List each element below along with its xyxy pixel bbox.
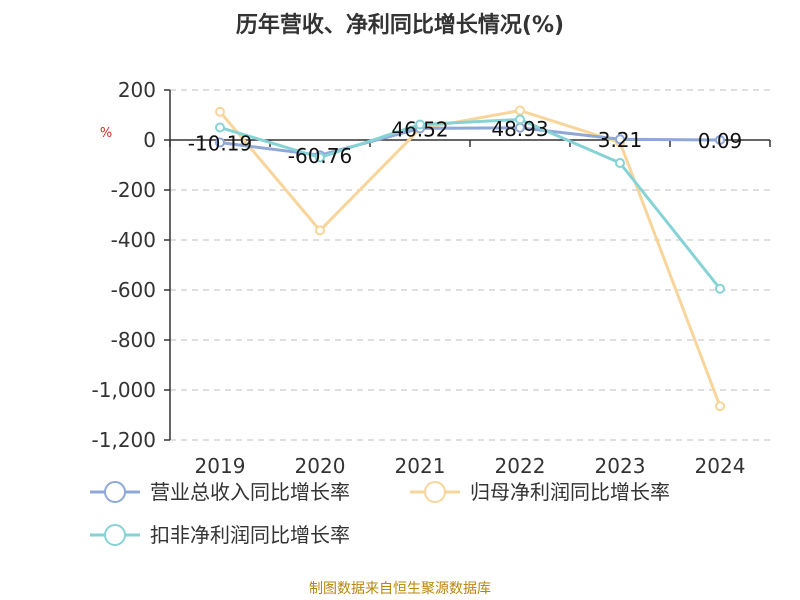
y-tick-label: -600: [111, 278, 156, 302]
legend-label: 营业总收入同比增长率: [150, 480, 350, 504]
legend-item[interactable]: 扣非净利润同比增长率: [90, 523, 350, 547]
y-tick-label: -800: [111, 328, 156, 352]
data-label: -10.19: [188, 132, 252, 156]
x-tick-labels: 2019 2020 2021 2022 2023 2024: [195, 454, 746, 478]
y-tick-label: -200: [111, 178, 156, 202]
data-point: [215, 137, 225, 148]
y-tick-label: 200: [118, 78, 156, 102]
data-label: 48.93: [491, 117, 548, 141]
data-point: [315, 225, 325, 236]
data-label: -60.76: [288, 144, 352, 168]
series-path: [219, 118, 722, 290]
y-tick-label: -1,000: [92, 378, 156, 402]
data-point: [715, 401, 725, 412]
chart-title: 历年营收、净利同比增长情况(%): [236, 12, 564, 38]
legend-marker: [104, 481, 126, 503]
legend-item[interactable]: 归母净利润同比增长率: [410, 480, 670, 504]
x-tick-label: 2023: [595, 454, 646, 478]
source-note: 制图数据来自恒生聚源数据库: [309, 581, 491, 597]
y-tick-label: 0: [143, 128, 156, 152]
data-label: 46.52: [391, 117, 448, 141]
y-tick-label: -400: [111, 228, 156, 252]
legend-marker: [104, 524, 126, 546]
x-tick-label: 2020: [295, 454, 346, 478]
series-line: [215, 114, 725, 294]
data-point: [615, 134, 625, 145]
data-point: [715, 283, 725, 294]
x-tick-label: 2019: [195, 454, 246, 478]
data-point: [715, 134, 725, 145]
x-tick-label: 2021: [395, 454, 446, 478]
y-tick-labels: 200 0 -200 -400 -600 -800 -1,000 -1,200: [92, 78, 156, 452]
data-labels: -10.19 -60.76 46.52 48.93 3.21 0.09: [188, 117, 743, 168]
series-lines: [215, 105, 725, 412]
data-point: [615, 158, 625, 168]
y-axis-unit: %: [100, 126, 112, 141]
gridlines: [170, 89, 770, 441]
x-tick-label: 2022: [495, 454, 546, 478]
data-label: 3.21: [598, 128, 643, 152]
data-point: [315, 152, 325, 163]
x-tick-label: 2024: [695, 454, 746, 478]
data-label: 0.09: [698, 129, 743, 153]
data-point: [515, 105, 525, 116]
legend-label: 扣非净利润同比增长率: [150, 523, 350, 547]
series-path: [218, 109, 722, 407]
data-point: [215, 106, 225, 117]
data-point: [515, 114, 525, 125]
legend-label: 归母净利润同比增长率: [470, 480, 670, 504]
axes: [164, 89, 771, 441]
y-tick-label: -1,200: [92, 428, 156, 452]
data-point: [415, 119, 425, 130]
legend-item[interactable]: 营业总收入同比增长率: [90, 480, 350, 504]
legend-marker: [424, 481, 446, 503]
data-point: [215, 122, 225, 133]
